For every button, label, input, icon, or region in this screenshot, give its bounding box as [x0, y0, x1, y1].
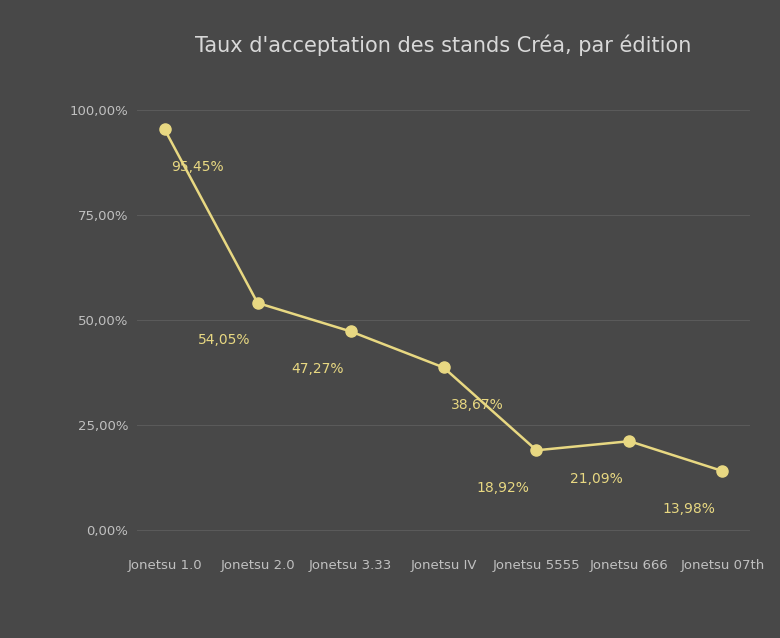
- Text: 18,92%: 18,92%: [477, 481, 530, 495]
- Title: Taux d'acceptation des stands Créa, par édition: Taux d'acceptation des stands Créa, par …: [195, 34, 692, 56]
- Text: 38,67%: 38,67%: [451, 398, 503, 412]
- Text: 95,45%: 95,45%: [172, 160, 224, 174]
- Text: 47,27%: 47,27%: [291, 362, 344, 376]
- Text: 54,05%: 54,05%: [198, 334, 250, 348]
- Text: 21,09%: 21,09%: [569, 471, 622, 486]
- Text: 13,98%: 13,98%: [663, 501, 715, 516]
